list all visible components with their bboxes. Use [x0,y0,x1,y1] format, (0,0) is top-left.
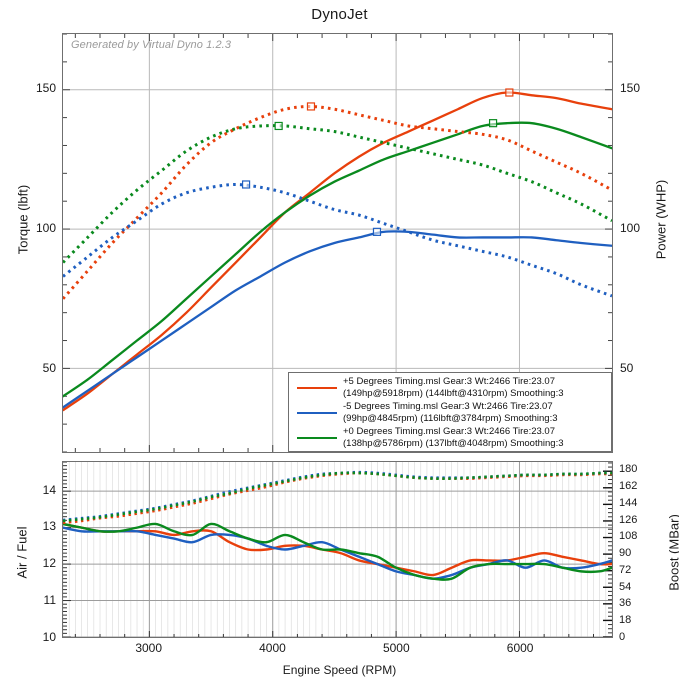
airfuel-boost-plot-canvas [63,462,612,637]
power-tick-label: 100 [620,221,641,235]
airfuel-tick-label: 10 [42,630,56,644]
series-line [63,124,612,264]
boost-tick-label: 0 [619,631,626,643]
rpm-tick-label: 6000 [506,641,534,655]
peak-marker [372,227,382,236]
series-line [63,182,612,298]
torque-axis-title: Torque (lbft) [15,184,31,255]
airfuel-boost-plot-panel [62,461,613,638]
airfuel-tick-label: 11 [43,593,56,608]
boost-tick-label: 90 [619,547,632,560]
rpm-axis-title: Engine Speed (RPM) [282,663,397,677]
boost-tick-label: 162 [619,480,638,493]
boost-tick-label: 144 [619,496,638,509]
legend-line-1: -5 Degrees Timing.msl Gear:3 Wt:2466 Tir… [343,401,553,412]
boost-tick-label: 72 [619,563,632,576]
boost-tick-label: 36 [619,597,632,610]
peak-marker [505,88,514,97]
torque-tick-label: 150 [35,81,56,95]
boost-axis-title: Boost (MBar) [666,514,679,591]
rpm-tick-label: 4000 [259,641,286,655]
legend-color-swatch [293,401,341,426]
torque-tick-label: 50 [42,361,56,375]
power-tick-label: 150 [620,81,641,95]
page-title: DynoJet [311,6,368,23]
boost-tick-label: 54 [619,580,632,593]
series-line [63,470,612,522]
legend-item[interactable]: -5 Degrees Timing.msl Gear:3 Wt:2466 Tir… [293,401,607,426]
peak-marker [274,121,283,131]
series-line [63,121,612,398]
legend-line-1: +0 Degrees Timing.msl Gear:3 Wt:2466 Tir… [343,426,556,437]
legend-item-text: +0 Degrees Timing.msl Gear:3 Wt:2466 Tir… [341,426,564,451]
boost-tick-label: 126 [619,513,638,526]
legend-line-2: (99hp@4845rpm) (116lbft@3784rpm) Smoothi… [343,413,558,425]
legend-item-text: -5 Degrees Timing.msl Gear:3 Wt:2466 Tir… [341,401,558,426]
series-line [63,230,612,409]
peak-marker [488,119,498,128]
boost-tick-label: 108 [619,530,638,543]
watermark-label: Generated by Virtual Dyno 1.2.3 [71,39,232,51]
airfuel-tick-label: 14 [42,482,56,497]
legend-line-2: (138hp@5786rpm) (137lbft@4048rpm) Smooth… [343,438,564,450]
series-line [63,91,612,412]
peak-marker [241,180,251,189]
legend-item-text: +5 Degrees Timing.msl Gear:3 Wt:2466 Tir… [341,376,564,401]
legend: +5 Degrees Timing.msl Gear:3 Wt:2466 Tir… [288,372,612,452]
torque-tick-label: 100 [35,221,56,235]
peak-marker [306,102,316,111]
series-line [63,104,612,300]
rpm-tick-label: 5000 [382,641,410,655]
legend-color-swatch [293,376,341,401]
airfuel-tick-label: 12 [42,556,56,571]
rpm-tick-label: 3000 [135,641,163,655]
legend-line-1: +5 Degrees Timing.msl Gear:3 Wt:2466 Tir… [343,376,556,387]
legend-color-swatch [293,426,341,451]
legend-line-2: (149hp@5918rpm) (144lbft@4310rpm) Smooth… [343,388,564,400]
power-tick-label: 50 [620,361,634,375]
torque-power-plot-canvas [63,34,612,452]
legend-item[interactable]: +5 Degrees Timing.msl Gear:3 Wt:2466 Tir… [293,376,607,401]
series-line [63,522,612,577]
series-line [63,471,612,525]
power-axis-title: Power (WHP) [653,179,669,260]
legend-item[interactable]: +0 Degrees Timing.msl Gear:3 Wt:2466 Tir… [293,426,607,451]
series-line [63,522,612,581]
series-line [63,471,612,523]
boost-tick-label: 18 [619,614,632,627]
boost-tick-label: 180 [619,463,638,476]
airfuel-tick-label: 13 [42,519,56,534]
